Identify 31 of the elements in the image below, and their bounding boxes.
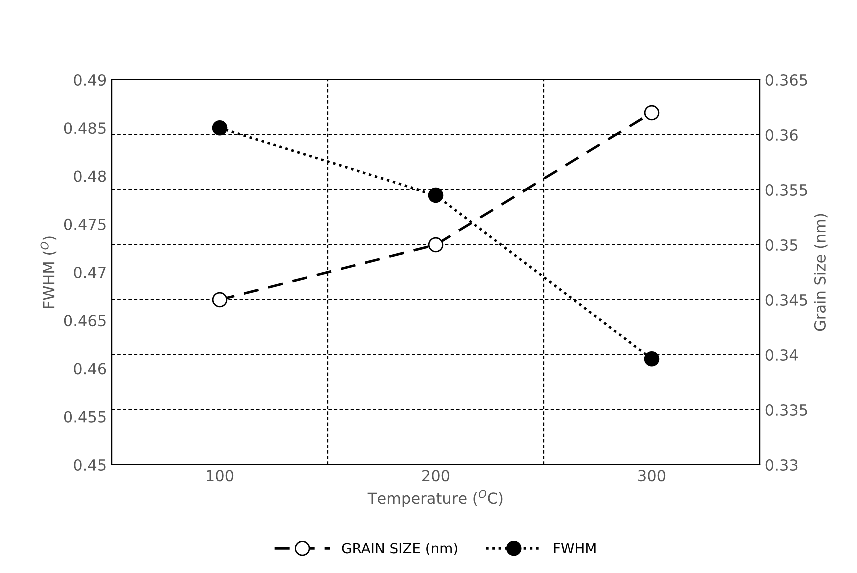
- y-tick-label: 0.49: [74, 74, 106, 86]
- point: [428, 188, 444, 204]
- x-tick-label: 300: [638, 470, 666, 482]
- y2-axis-title: Grain Size (nm): [814, 214, 828, 332]
- point: [428, 237, 444, 253]
- x-tick-label: 100: [207, 470, 234, 482]
- point: [644, 351, 660, 367]
- y2-tick-label: 0.365: [766, 74, 808, 86]
- y2-tick-label: 0.34: [766, 349, 798, 362]
- y-axis-title: FWHM ($^{O}$): [40, 236, 57, 308]
- point: [212, 292, 228, 308]
- y2-tick-label: 0.35: [766, 239, 798, 252]
- y2-tick-label: 0.36: [766, 129, 798, 142]
- y2-tick-label: 0.335: [766, 404, 808, 416]
- y-tick-label: 0.48: [74, 170, 106, 182]
- y2-tick-label: 0.33: [766, 459, 798, 472]
- y-tick-label: 0.46: [74, 363, 106, 375]
- legend-label: FWHM: [554, 543, 596, 554]
- y-tick-label: 0.45: [74, 459, 106, 472]
- y-tick-label: 0.455: [64, 411, 106, 423]
- point: [212, 120, 228, 136]
- legend-label: GRAIN SIZE (nm): [342, 542, 458, 556]
- y2-tick-label: 0.345: [766, 294, 808, 306]
- point: [644, 105, 660, 121]
- y-tick-label: 0.475: [64, 218, 106, 230]
- y-tick-label: 0.485: [64, 122, 106, 134]
- x-tick-label: 200: [422, 470, 450, 482]
- y-tick-label: 0.47: [74, 266, 106, 279]
- y2-tick-label: 0.355: [766, 184, 808, 196]
- y-tick-label: 0.465: [64, 315, 106, 327]
- x-axis-title: Temperature ($^{O}$C): [368, 490, 503, 508]
